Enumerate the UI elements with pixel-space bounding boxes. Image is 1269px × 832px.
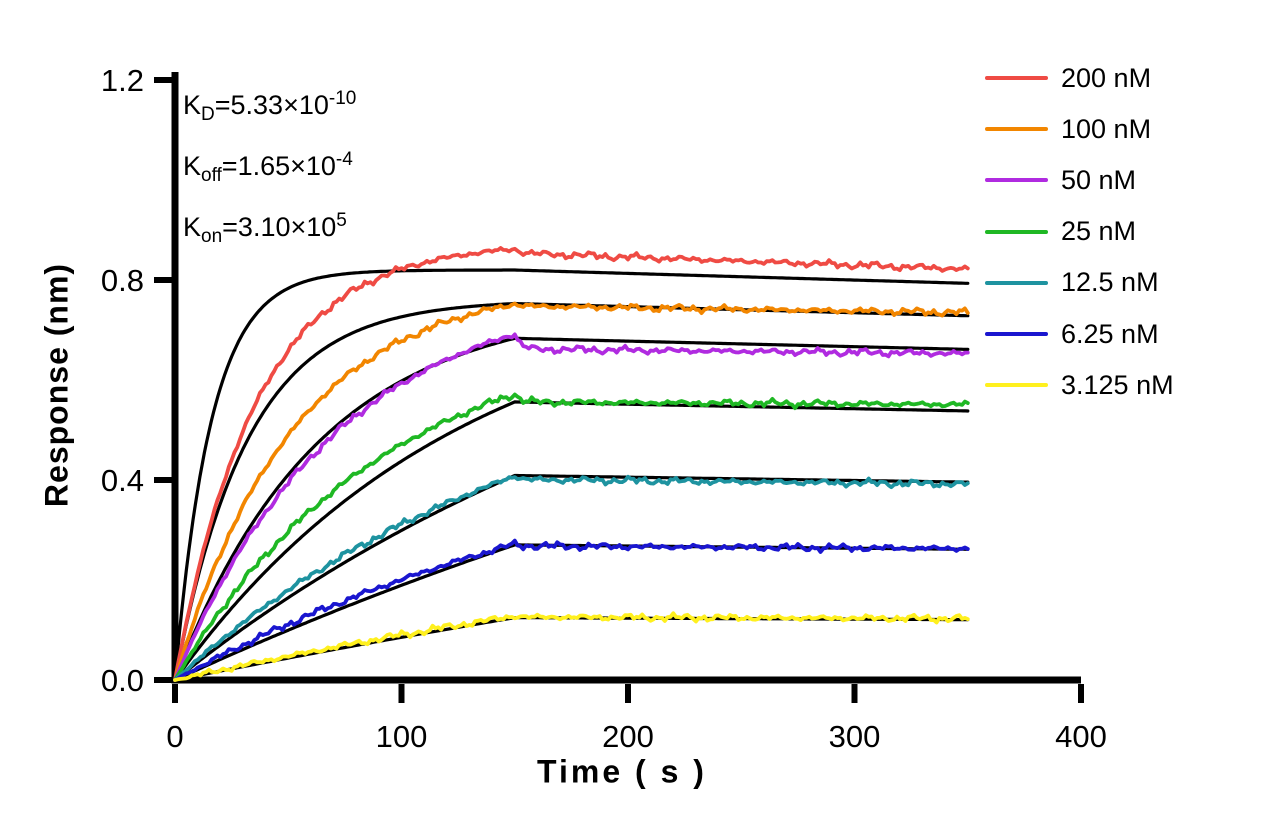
fit-curve-50-nm — [173, 336, 970, 682]
legend-item-25-nm: 25 nM — [985, 216, 1137, 247]
fit-curve-25-nm — [173, 400, 970, 682]
x-tick-label: 300 — [829, 719, 881, 754]
legend-item-50-nm: 50 nM — [985, 164, 1137, 195]
measured-curve-3.125-nm — [173, 611, 970, 682]
fit-curve-12.5-nm — [173, 473, 970, 682]
legend-label: 12.5 nM — [1061, 267, 1159, 298]
x-tick-label: 200 — [602, 719, 654, 754]
legend-label: 200 nM — [1061, 62, 1152, 93]
measured-curve-50-nm — [173, 332, 970, 682]
measured-curve-6.25-nm — [173, 538, 970, 682]
y-tick-label: 0.8 — [101, 263, 144, 298]
y-tick-label: 0.4 — [101, 463, 144, 498]
koff-annotation: Koff=1.65×10-4 — [183, 149, 353, 186]
legend-label: 6.25 nM — [1061, 318, 1159, 349]
measured-curve-200-nm — [173, 246, 970, 682]
legend-line-swatch — [985, 383, 1048, 388]
legend-label: 3.125 nM — [1061, 369, 1174, 400]
kinetic-constants-annotation: KD=5.33×10-10 Koff=1.65×10-4 Kon=3.10×10… — [183, 76, 356, 259]
legend-line-swatch — [985, 76, 1048, 80]
y-tick-label: 1.2 — [101, 63, 144, 98]
fit-curve-6.25-nm — [173, 543, 970, 682]
legend-item-3.125-nm: 3.125 nM — [985, 369, 1174, 400]
x-tick-label: 0 — [166, 719, 183, 754]
legend-label: 25 nM — [1061, 216, 1137, 247]
measured-curve-12.5-nm — [173, 474, 970, 682]
legend-label: 100 nM — [1061, 113, 1152, 144]
legend-item-200-nm: 200 nM — [985, 62, 1152, 93]
legend-line-swatch — [985, 127, 1048, 132]
y-axis-title: Response (nm) — [38, 262, 75, 508]
kd-annotation: KD=5.33×10-10 — [183, 88, 357, 125]
kon-annotation: Kon=3.10×105 — [183, 210, 347, 247]
y-tick-label: 0.0 — [101, 663, 144, 698]
x-axis-title: Time ( s ) — [537, 753, 707, 790]
legend-label: 50 nM — [1061, 164, 1137, 195]
fit-curve-200-nm — [173, 268, 970, 682]
legend-line-swatch — [985, 229, 1048, 234]
legend-line-swatch — [985, 280, 1048, 285]
legend-item-100-nm: 100 nM — [985, 113, 1152, 144]
x-tick-label: 400 — [1055, 719, 1107, 754]
legend-line-swatch — [985, 178, 1048, 183]
legend-item-6.25-nm: 6.25 nM — [985, 318, 1159, 349]
x-tick-label: 100 — [376, 719, 428, 754]
legend-item-12.5-nm: 12.5 nM — [985, 267, 1159, 298]
legend: 200 nM 100 nM 50 nM 25 nM 12.5 nM 6.25 nM 3.12… — [985, 0, 1265, 420]
measured-curve-25-nm — [173, 392, 970, 682]
measured-curve-100-nm — [173, 301, 970, 682]
legend-line-swatch — [985, 332, 1048, 336]
